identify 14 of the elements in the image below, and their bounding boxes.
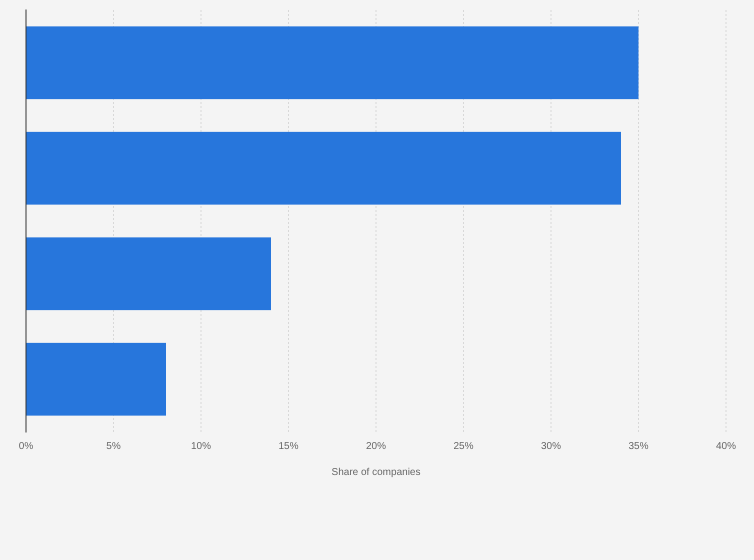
x-tick-label: 25% (453, 440, 474, 452)
bar (26, 342, 166, 416)
bar (26, 26, 638, 100)
x-tick-label: 35% (628, 440, 649, 452)
x-tick-label: 15% (278, 440, 299, 452)
bar (26, 237, 271, 310)
x-tick-label: 30% (540, 440, 562, 452)
x-tick-label: 0% (18, 440, 34, 452)
bar (26, 132, 621, 205)
x-tick-label: 5% (106, 440, 121, 452)
x-tick-label: 40% (716, 440, 736, 452)
x-tick-label: 20% (366, 440, 386, 452)
x-tick-label: 10% (190, 440, 212, 452)
x-axis-title: Share of companies (332, 466, 420, 478)
